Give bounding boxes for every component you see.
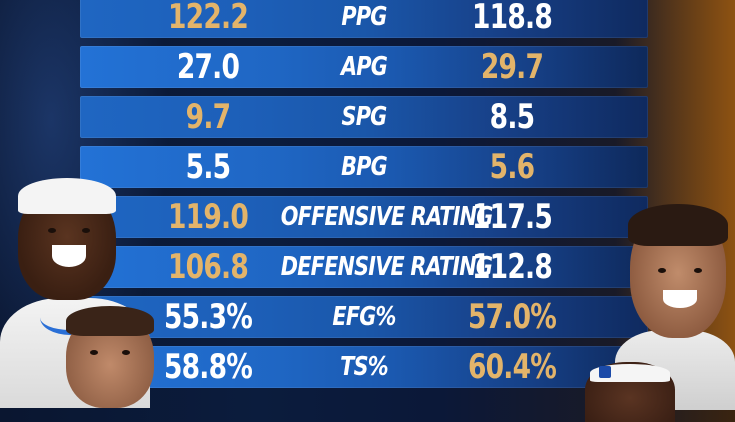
left-team-value: 119.0 [168, 197, 249, 237]
right-team-value: 117.5 [472, 197, 553, 237]
left-team-value: 58.8% [163, 347, 253, 387]
right-team-value: 118.8 [472, 0, 553, 37]
stat-label: OFFENSIVE RATING [280, 202, 494, 232]
player-left-smile [52, 245, 86, 267]
right-team-value: 29.7 [480, 47, 544, 87]
stat-row: 58.8% TS% 60.4% [80, 346, 648, 388]
right-team-value: 112.8 [472, 247, 553, 287]
stat-row: 9.7 SPG 8.5 [80, 96, 648, 138]
left-team-value: 27.0 [176, 47, 240, 87]
player-right-hair [628, 204, 728, 246]
stats-comparison-table: 122.2 PPG 118.8 27.0 APG 29.7 9.7 SPG 8.… [80, 0, 648, 400]
stat-row: 122.2 PPG 118.8 [80, 0, 648, 38]
stat-label: SPG [341, 102, 388, 132]
player-left-second-hair [66, 306, 154, 336]
player-right-smile [663, 290, 697, 308]
stat-row: 5.5 BPG 5.6 [80, 146, 648, 188]
player-right-eye [658, 268, 666, 273]
stat-label: BPG [341, 152, 388, 182]
stat-label: APG [340, 52, 388, 82]
player-left-second-eye [122, 350, 130, 355]
right-team-value: 60.4% [467, 347, 557, 387]
stat-label: PPG [341, 2, 387, 32]
right-team-value: 57.0% [467, 297, 557, 337]
right-team-value: 8.5 [489, 97, 535, 137]
left-team-value: 55.3% [163, 297, 253, 337]
stat-label: TS% [340, 352, 388, 382]
stat-row: 119.0 OFFENSIVE RATING 117.5 [80, 196, 648, 238]
stat-row: 55.3% EFG% 57.0% [80, 296, 648, 338]
player-left-eye [48, 228, 56, 233]
stat-label: DEFENSIVE RATING [280, 252, 493, 282]
player-left-headband [18, 178, 116, 214]
player-left-eye [82, 228, 90, 233]
left-team-value: 106.8 [168, 247, 249, 287]
stat-row: 27.0 APG 29.7 [80, 46, 648, 88]
stat-label: EFG% [332, 302, 396, 332]
right-team-value: 5.6 [489, 147, 535, 187]
player-left-second-eye [90, 350, 98, 355]
left-team-value: 122.2 [168, 0, 249, 37]
player-right-eye [694, 268, 702, 273]
nba-logo-icon [599, 366, 611, 378]
stat-row: 106.8 DEFENSIVE RATING 112.8 [80, 246, 648, 288]
left-team-value: 5.5 [185, 147, 231, 187]
left-team-value: 9.7 [185, 97, 231, 137]
